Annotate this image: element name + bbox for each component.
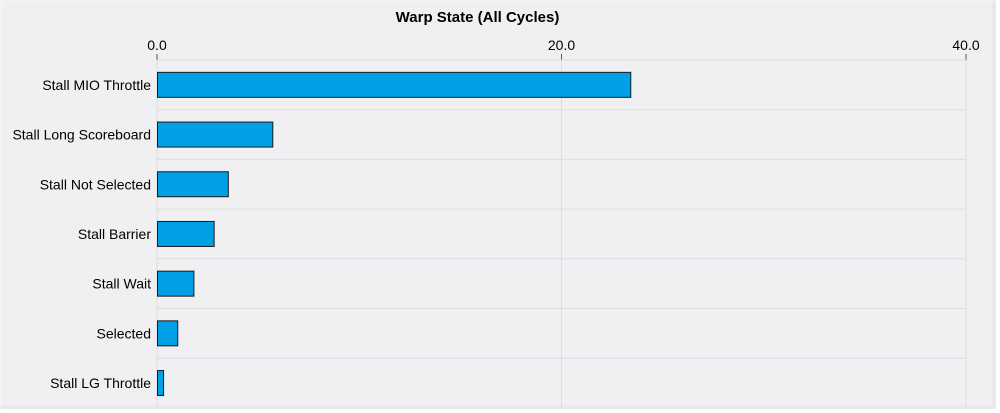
category-label: Selected <box>97 325 151 341</box>
category-label: Stall Barrier <box>78 226 151 242</box>
x-tick-label: 20.0 <box>548 37 575 53</box>
bar <box>157 71 632 98</box>
x-tick-label: 0.0 <box>147 37 167 53</box>
category-label: Stall LG Throttle <box>50 375 151 391</box>
x-tick-label: 40.0 <box>952 37 979 53</box>
category-label: Stall Not Selected <box>40 176 151 192</box>
category-label: Stall Long Scoreboard <box>12 127 151 143</box>
bar <box>157 270 195 297</box>
category-label: Stall MIO Throttle <box>42 77 151 93</box>
bar <box>157 320 179 347</box>
chart-title: Warp State (All Cycles) <box>395 9 560 26</box>
bar <box>157 220 215 247</box>
bar <box>157 370 165 397</box>
bar <box>157 121 274 148</box>
category-label: Stall Wait <box>92 276 151 292</box>
bar <box>157 171 229 198</box>
